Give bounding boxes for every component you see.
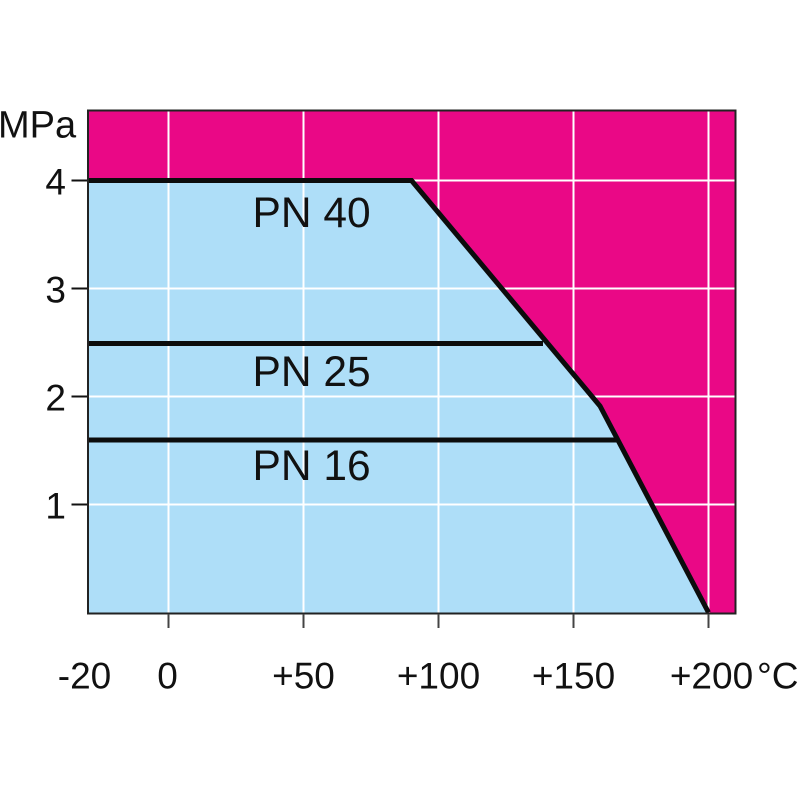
svg-text:+50: +50 [272, 656, 335, 697]
svg-text:MPa: MPa [0, 105, 77, 147]
svg-text:+150: +150 [532, 656, 615, 697]
svg-text:PN 40: PN 40 [253, 190, 371, 237]
svg-text:-20: -20 [58, 656, 111, 697]
svg-text:+100: +100 [397, 656, 480, 697]
svg-text:0: 0 [157, 656, 178, 697]
svg-text:+200: +200 [670, 656, 753, 697]
svg-text:PN 16: PN 16 [253, 443, 371, 490]
svg-text:°C: °C [757, 656, 799, 697]
svg-text:1: 1 [45, 486, 66, 527]
svg-text:4: 4 [45, 162, 66, 203]
svg-text:PN 25: PN 25 [253, 349, 371, 396]
svg-text:2: 2 [45, 378, 66, 419]
svg-text:3: 3 [45, 270, 66, 311]
